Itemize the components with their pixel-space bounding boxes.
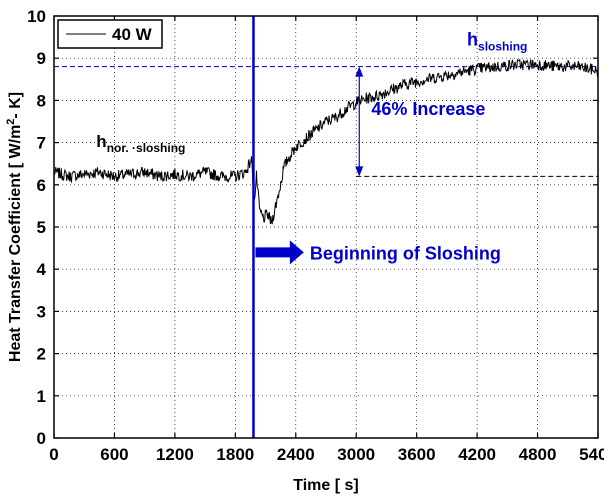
legend: 40 W [57,19,163,49]
increase-arrow-head-top [355,66,364,77]
y-tick-label-7: 7 [37,134,46,153]
x-tick-label-5: 3000 [337,445,375,464]
y-tick-label-6: 6 [37,176,46,195]
x-tick-label-4: 2400 [277,445,315,464]
y-tick-label-8: 8 [37,91,46,110]
y-tick-label-2: 2 [37,345,46,364]
legend-label: 40 W [112,25,153,44]
x-tick-label-2: 1200 [156,445,194,464]
h-nor-main: h [96,132,106,151]
beginning-of-sloshing-label: Beginning of Sloshing [310,243,501,263]
y-tick-label-0: 0 [37,429,46,448]
increase-label: 46% Increase [371,99,485,119]
x-tick-label-1: 600 [100,445,128,464]
grid-layer [54,16,598,438]
series-line-0 [53,58,599,225]
y-axis-title-sup: 2 [5,119,17,125]
x-axis-title: Time [ s] [293,477,359,494]
increase-arrow-head-bottom [355,166,364,177]
x-tick-label-0: 0 [49,445,58,464]
x-tick-label-8: 4800 [519,445,557,464]
series-layer [53,58,599,225]
beginning-arrow [255,240,304,265]
h-sloshing-sub: sloshing [478,40,527,54]
y-axis-title: Heat Transfer Coefficient [ W/m2- K] [5,92,24,362]
y-tick-label-9: 9 [37,49,46,68]
x-tick-label-3: 1800 [216,445,254,464]
y-tick-label-10: 10 [27,7,46,26]
x-tick-label-7: 4200 [458,445,496,464]
reference-lines [54,66,598,177]
y-tick-label-1: 1 [37,387,46,406]
x-tick-label-6: 3600 [398,445,436,464]
y-axis-title-tail: - K] [7,92,24,119]
annotation-layer [255,66,364,265]
y-tick-label-3: 3 [37,302,46,321]
y-tick-label-5: 5 [37,218,46,237]
h-sloshing-main: h [467,30,478,50]
y-tick-label-4: 4 [37,260,47,279]
h-sloshing-label: hsloshing [467,30,527,54]
h-nor-sub: nor. ·sloshing [107,141,186,155]
y-axis-title-main: Heat Transfer Coefficient [ W/m [7,125,24,362]
h-nor-sloshing-label: hnor. ·sloshing [96,132,185,155]
